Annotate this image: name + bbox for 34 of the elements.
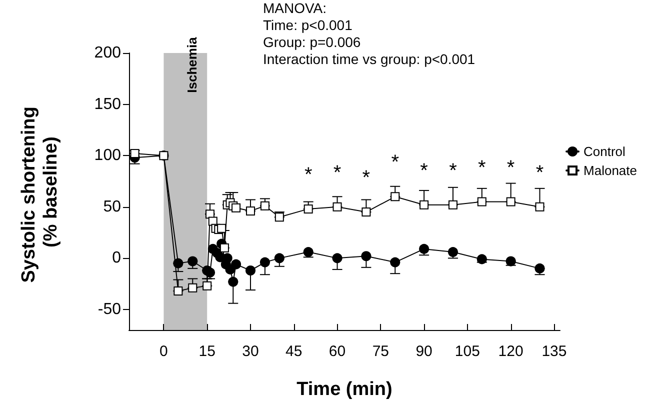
- text: Time: p<0.001: [263, 17, 353, 33]
- band-label: Ischemia: [184, 36, 200, 93]
- annotation: *: [536, 162, 544, 184]
- x-tick-label: 135: [542, 343, 567, 360]
- text: Group: p=0.006: [263, 34, 361, 50]
- x-tick-label: 45: [286, 343, 302, 360]
- y-axis-title: Systolic shortening (% baseline): [18, 101, 62, 283]
- y-tick-label: 0: [112, 250, 122, 267]
- annotation: *: [304, 164, 312, 186]
- annotation: *: [362, 167, 370, 190]
- x-axis-title: Time (min): [296, 379, 392, 400]
- y-tick-label: 150: [94, 96, 122, 113]
- annotation: *: [420, 160, 428, 182]
- y-tick-label: -50: [98, 300, 122, 318]
- x-tick-label: 75: [372, 343, 389, 360]
- x-tick-label: 120: [498, 343, 524, 360]
- y-tick-label: 100: [94, 147, 122, 164]
- x-tick-label: 0: [160, 343, 168, 360]
- x-tick-label: 60: [328, 343, 346, 360]
- x-tick-label: 90: [416, 343, 432, 360]
- annotation: *: [449, 160, 458, 182]
- annotation: *: [506, 156, 515, 179]
- x-tick-label: 30: [242, 343, 259, 360]
- text: MANOVA:: [263, 0, 327, 16]
- annotation: Interaction time vs group: p<0.001: [263, 51, 476, 67]
- annotation: *: [333, 162, 342, 184]
- legend-label: Control: [584, 144, 626, 159]
- x-tick-label: 105: [454, 343, 480, 360]
- x-tick-label: 15: [198, 343, 216, 360]
- annotation: *: [478, 156, 486, 179]
- annotation: *: [391, 152, 400, 174]
- y-tick-label: 200: [94, 44, 122, 62]
- legend-label: Malonate: [584, 163, 638, 178]
- y-tick-label: 50: [103, 198, 122, 216]
